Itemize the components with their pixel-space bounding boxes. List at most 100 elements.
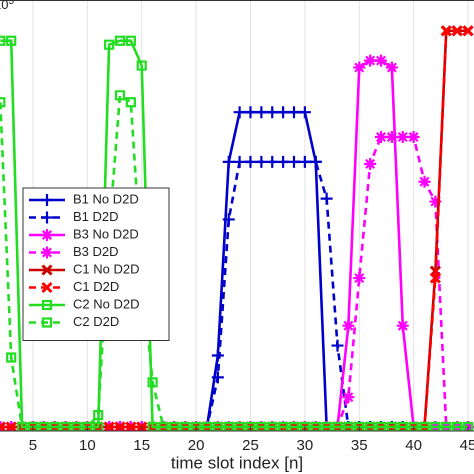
marker <box>266 106 279 119</box>
marker <box>343 421 354 431</box>
marker <box>245 421 256 431</box>
x-tick-label: 10 <box>79 437 96 454</box>
marker <box>0 421 6 431</box>
x-tick-label: 5 <box>29 437 37 454</box>
plot-area <box>0 25 474 431</box>
marker <box>342 319 355 332</box>
legend-marker <box>41 194 53 206</box>
marker <box>255 106 268 119</box>
marker <box>385 61 398 74</box>
marker <box>191 421 202 431</box>
marker <box>234 421 245 431</box>
legend-marker <box>41 211 53 224</box>
marker <box>331 339 344 352</box>
marker <box>408 421 419 431</box>
legend-entry: C1 No D2D <box>29 261 139 276</box>
x-tick-label: 35 <box>351 437 368 454</box>
marker <box>277 155 290 168</box>
marker <box>353 272 366 285</box>
marker <box>277 106 290 119</box>
marker <box>419 421 430 431</box>
marker <box>299 421 310 431</box>
legend-entry: B1 No D2D <box>29 191 139 206</box>
marker <box>6 35 17 46</box>
legend-label: C1 D2D <box>73 279 119 294</box>
legend-entry: B3 D2D <box>29 244 119 259</box>
marker <box>267 421 278 431</box>
x-tick-label: 45 <box>460 437 474 454</box>
marker <box>452 421 463 431</box>
marker <box>71 421 82 431</box>
marker <box>255 155 268 168</box>
legend-marker <box>41 246 53 259</box>
legend-marker <box>41 299 53 311</box>
marker <box>223 421 234 431</box>
marker <box>103 421 115 431</box>
marker <box>320 192 333 205</box>
marker <box>256 421 267 431</box>
marker <box>211 371 224 384</box>
marker <box>440 25 452 37</box>
marker <box>244 106 257 119</box>
marker <box>233 155 246 168</box>
marker <box>365 421 376 431</box>
marker <box>288 421 300 431</box>
marker <box>201 421 213 431</box>
legend-marker <box>41 264 53 276</box>
marker <box>397 421 408 431</box>
x-tick-label: 30 <box>297 437 314 454</box>
marker <box>147 377 158 388</box>
legend-label: C1 No D2D <box>73 261 139 276</box>
series-line <box>0 39 469 429</box>
exponent-base: 10 <box>0 0 8 12</box>
marker <box>396 131 409 144</box>
marker <box>136 60 147 71</box>
marker <box>244 155 257 168</box>
marker <box>82 421 93 431</box>
marker <box>287 106 300 119</box>
legend-label: B3 D2D <box>73 244 119 259</box>
marker <box>125 97 136 108</box>
marker <box>385 131 398 144</box>
legend-marker <box>41 317 53 328</box>
x-tick-label: 25 <box>242 437 259 454</box>
marker <box>298 155 311 168</box>
y-exponent: 105 <box>0 0 14 12</box>
legend-entry: C1 D2D <box>29 279 119 294</box>
marker <box>233 106 246 119</box>
legend-entry: C2 No D2D <box>29 296 139 311</box>
marker <box>451 25 463 37</box>
marker <box>278 421 289 431</box>
marker <box>49 421 60 431</box>
marker <box>396 319 409 332</box>
marker <box>180 421 191 431</box>
marker <box>114 90 126 101</box>
legend-label: B1 D2D <box>73 209 119 224</box>
marker <box>211 349 224 362</box>
marker <box>93 421 104 431</box>
marker <box>310 421 321 431</box>
marker <box>6 352 17 363</box>
marker <box>354 421 365 431</box>
marker <box>125 35 136 46</box>
marker <box>364 157 377 170</box>
x-tick-label: 15 <box>133 437 150 454</box>
marker <box>364 54 377 67</box>
marker <box>386 421 397 431</box>
legend-marker <box>41 229 53 241</box>
legend-label: C2 No D2D <box>73 296 139 311</box>
marker <box>93 409 104 421</box>
marker <box>5 421 17 431</box>
marker <box>287 155 300 168</box>
marker <box>375 54 388 67</box>
marker <box>342 391 355 404</box>
x-axis-label: time slot index [n] <box>171 453 303 472</box>
marker <box>309 155 322 168</box>
marker <box>222 213 235 226</box>
legend-label: B3 No D2D <box>73 226 139 241</box>
marker <box>114 421 126 431</box>
marker <box>266 155 279 168</box>
marker <box>222 155 235 168</box>
marker <box>169 421 180 431</box>
